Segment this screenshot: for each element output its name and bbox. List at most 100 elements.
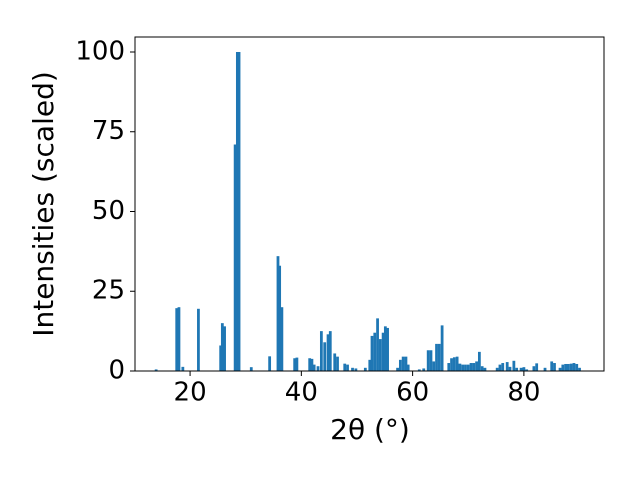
bar	[464, 364, 467, 371]
bar	[432, 361, 436, 371]
bar	[383, 326, 387, 371]
bar	[561, 364, 565, 371]
bar	[278, 265, 282, 371]
bar	[396, 367, 399, 371]
bar	[575, 363, 579, 371]
bar	[370, 335, 374, 371]
bar	[543, 367, 547, 371]
bar	[316, 366, 320, 371]
bar	[378, 339, 382, 371]
bar	[197, 308, 200, 371]
bar	[223, 326, 226, 371]
bar	[450, 358, 453, 371]
bar	[475, 361, 478, 371]
bar	[346, 364, 349, 371]
bar	[336, 356, 339, 371]
bar	[553, 363, 556, 371]
bar	[181, 366, 185, 371]
bar	[268, 356, 272, 371]
bar	[235, 51, 239, 371]
bar	[512, 360, 516, 371]
bar	[452, 357, 456, 371]
y-axis-label: Intensities (scaled)	[27, 71, 60, 337]
bar	[312, 364, 316, 371]
x-tick-label: 40	[285, 378, 318, 408]
bar	[578, 367, 581, 371]
bar	[480, 366, 484, 371]
bar	[422, 368, 426, 371]
bar	[333, 353, 337, 371]
bar	[455, 356, 459, 371]
y-tick-label: 100	[75, 36, 125, 66]
bar	[386, 327, 389, 371]
bar	[440, 325, 444, 371]
bar	[558, 367, 562, 371]
bar	[564, 363, 568, 371]
plot-frame	[134, 36, 605, 372]
bar	[515, 367, 519, 371]
bar	[458, 363, 462, 371]
bar	[398, 359, 402, 371]
bar	[381, 332, 385, 371]
bar	[469, 363, 473, 371]
bar	[522, 367, 526, 371]
bar	[477, 351, 481, 371]
bar	[295, 357, 299, 371]
bar	[368, 359, 372, 371]
bar	[233, 144, 237, 371]
bar	[501, 363, 505, 371]
bar	[429, 350, 433, 371]
x-axis-label: 2θ (°)	[330, 413, 410, 446]
bar	[220, 323, 224, 371]
x-tick-label: 20	[174, 378, 207, 408]
bar	[532, 366, 536, 371]
y-tick-label: 25	[92, 276, 125, 306]
bar	[472, 363, 476, 371]
bar	[219, 345, 223, 371]
bar	[550, 361, 554, 371]
bar	[406, 364, 410, 371]
bar	[435, 343, 438, 371]
y-tick-label: 50	[92, 196, 125, 226]
bar	[363, 367, 367, 371]
bar	[343, 363, 347, 371]
bar	[177, 307, 181, 371]
bar	[519, 367, 523, 371]
bar	[426, 350, 430, 371]
bar	[154, 369, 158, 371]
bar	[373, 332, 377, 371]
bar	[276, 256, 280, 371]
bar	[535, 363, 539, 371]
bar	[326, 334, 330, 371]
x-tick-label: 80	[507, 378, 540, 408]
bar	[293, 358, 297, 371]
bar	[175, 308, 179, 371]
bar	[310, 358, 314, 371]
bar	[376, 318, 379, 371]
bar	[323, 342, 327, 371]
bar	[495, 367, 499, 371]
bar	[508, 366, 512, 371]
bar	[466, 364, 470, 371]
bar	[483, 367, 487, 371]
bar	[572, 363, 576, 371]
bar	[308, 358, 312, 371]
bar	[351, 367, 354, 371]
x-tick-label: 60	[396, 378, 429, 408]
bar	[437, 343, 441, 371]
bar	[280, 307, 284, 371]
bar	[319, 331, 323, 371]
bar	[354, 368, 358, 371]
bar	[237, 51, 241, 371]
bar	[461, 364, 465, 371]
bar	[525, 369, 529, 371]
y-tick-label: 75	[92, 116, 125, 146]
bar	[569, 363, 573, 371]
bar	[401, 356, 405, 371]
bar	[447, 363, 451, 371]
bar	[404, 356, 408, 371]
bar	[417, 369, 421, 371]
bar	[505, 362, 509, 371]
